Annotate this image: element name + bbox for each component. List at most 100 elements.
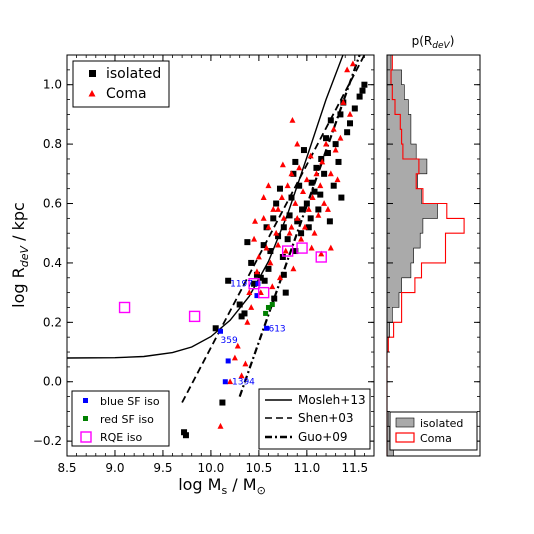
legend-top-box: [72, 60, 170, 108]
blue-sf-iso-point: [254, 293, 260, 299]
isolated-point: [321, 170, 328, 177]
coma-point: [305, 206, 312, 212]
isolated-point: [265, 265, 272, 272]
isolated-point: [253, 271, 260, 278]
coma-point: [248, 304, 255, 310]
coma-point: [321, 200, 328, 206]
coma-point: [275, 206, 282, 212]
legend-bottom-right: Mosleh+13 Shen+03 Guo+09: [258, 388, 371, 450]
isolated-point: [270, 215, 277, 222]
rqe-iso-point: [118, 301, 131, 314]
isolated-point: [284, 236, 291, 243]
point-annotations: 1197 359 613 1394: [221, 280, 286, 388]
coma-point: [289, 116, 296, 123]
legend-bottom-right-box: [258, 388, 371, 450]
data-points: [118, 60, 368, 439]
histogram-title: p(RdeV): [412, 34, 455, 51]
isolated-point: [225, 277, 232, 284]
legend-bottom-left-box: [71, 390, 170, 447]
legend-coma-label: Coma: [106, 86, 147, 102]
coma-point: [265, 182, 272, 189]
isolated-point: [311, 188, 318, 195]
coma-point: [234, 342, 241, 349]
isolated-point: [248, 259, 255, 266]
isolated-point: [337, 111, 344, 118]
legend-blue-sf-label: blue SF iso: [100, 395, 160, 408]
rqe-iso-point: [188, 310, 201, 323]
histogram-legend-coma-swatch: [395, 432, 415, 443]
y-axis-label: log RdeV / kpc: [9, 202, 31, 308]
coma-point: [284, 182, 291, 189]
y-tick-label: 0.8: [43, 137, 62, 151]
isolated-point: [300, 147, 307, 154]
coma-point: [337, 134, 344, 141]
coma-point: [217, 422, 224, 429]
coma-point: [317, 182, 324, 189]
isolated-point: [338, 194, 345, 201]
isolated-point: [282, 289, 289, 296]
histogram-legend-isolated-label: isolated: [420, 417, 463, 430]
legend-mosleh-label: Mosleh+13: [298, 393, 366, 407]
isolated-point: [356, 93, 363, 100]
isolated-point: [279, 253, 286, 260]
isolated-point: [292, 248, 299, 255]
coma-point: [265, 223, 272, 230]
isolated-point: [318, 155, 325, 162]
legend-bottom-left: blue SF iso red SF iso RQE iso: [71, 390, 170, 447]
shen-03-line: [181, 55, 366, 403]
blue-sf-iso-point: [264, 325, 270, 331]
point-id-label: 613: [268, 324, 285, 334]
coma-point: [282, 247, 289, 254]
coma-point: [311, 229, 318, 236]
x-tick-label: 9.0: [105, 461, 124, 475]
coma-point: [286, 229, 293, 236]
legend-isolated-marker: [89, 70, 96, 77]
coma-point: [319, 158, 326, 165]
coma-point: [307, 152, 314, 159]
isolated-point: [303, 200, 310, 207]
isolated-point: [326, 218, 333, 225]
red-sf-iso-point: [263, 310, 269, 316]
coma-point: [298, 235, 305, 242]
x-axis-label: log Ms / M⊙: [178, 475, 266, 497]
isolated-point: [271, 295, 278, 302]
coma-point: [318, 250, 325, 257]
guo-09-line: [238, 55, 361, 397]
coma-point: [246, 289, 253, 296]
red-sf-iso-point: [269, 302, 275, 308]
isolated-point: [313, 164, 320, 171]
y-tick-label: 0.2: [43, 315, 62, 329]
isolated-point: [298, 230, 305, 237]
point-id-label: 1394: [232, 378, 255, 388]
x-tick-label: 10.5: [246, 461, 273, 475]
isolated-point: [344, 129, 351, 136]
blue-sf-iso-point: [225, 358, 231, 364]
coma-point: [263, 244, 270, 251]
rqe-iso-point: [257, 286, 270, 299]
histogram-legend-coma-label: Coma: [420, 432, 452, 445]
coma-point: [323, 140, 330, 147]
coma-point: [313, 170, 320, 177]
coma-point: [309, 194, 316, 200]
y-tick-label: 0.4: [43, 256, 62, 270]
isolated-point: [307, 215, 314, 222]
isolated-point: [315, 206, 322, 213]
coma-point: [280, 214, 287, 221]
coma-point: [260, 194, 267, 200]
isolated-point: [359, 87, 366, 94]
isolated-point: [236, 301, 243, 308]
isolated-point: [361, 81, 368, 88]
legend-coma-marker: [88, 90, 96, 97]
isolated-point: [317, 191, 324, 198]
isolated-point: [261, 277, 268, 284]
coma-point: [300, 188, 307, 195]
isolated-point: [324, 150, 331, 157]
coma-point: [288, 223, 295, 230]
isolated-point: [323, 135, 330, 142]
coma-point: [276, 274, 283, 281]
mosleh-13-line: [67, 55, 344, 359]
coma-point: [253, 268, 260, 275]
rqe-iso-point: [315, 251, 327, 263]
coma-point: [288, 170, 295, 177]
coma-point: [340, 99, 347, 105]
